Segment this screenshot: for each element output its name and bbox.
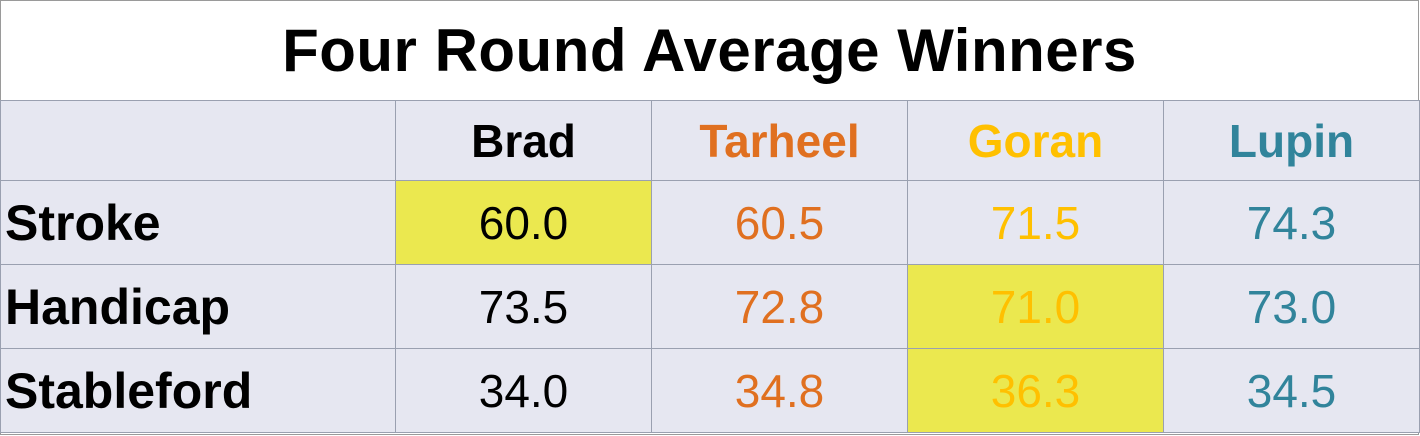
table-row: Handicap 73.5 72.8 71.0 73.0 xyxy=(0,264,1420,349)
column-header-lupin: Lupin xyxy=(1163,100,1420,181)
table-row: Stableford 34.0 34.8 36.3 34.5 xyxy=(0,348,1420,433)
row-label-stableford: Stableford xyxy=(0,348,396,433)
results-table: Brad Tarheel Goran Lupin Stroke 60.0 60.… xyxy=(0,100,1420,433)
column-header-brad: Brad xyxy=(395,100,652,181)
cell-stroke-lupin: 74.3 xyxy=(1163,180,1420,265)
cell-stableford-goran: 36.3 xyxy=(907,348,1164,433)
cell-stableford-tarheel: 34.8 xyxy=(651,348,908,433)
cell-stroke-goran: 71.5 xyxy=(907,180,1164,265)
cell-stroke-brad: 60.0 xyxy=(395,180,652,265)
column-header-goran: Goran xyxy=(907,100,1164,181)
row-label-stroke: Stroke xyxy=(0,180,396,265)
cell-stroke-tarheel: 60.5 xyxy=(651,180,908,265)
corner-cell xyxy=(0,100,396,181)
table-title: Four Round Average Winners xyxy=(282,16,1137,84)
column-header-tarheel: Tarheel xyxy=(651,100,908,181)
cell-stableford-brad: 34.0 xyxy=(395,348,652,433)
cell-handicap-goran: 71.0 xyxy=(907,264,1164,349)
cell-handicap-brad: 73.5 xyxy=(395,264,652,349)
header-row: Brad Tarheel Goran Lupin xyxy=(0,100,1420,181)
cell-handicap-tarheel: 72.8 xyxy=(651,264,908,349)
table-row: Stroke 60.0 60.5 71.5 74.3 xyxy=(0,180,1420,265)
cell-handicap-lupin: 73.0 xyxy=(1163,264,1420,349)
row-label-handicap: Handicap xyxy=(0,264,396,349)
cell-stableford-lupin: 34.5 xyxy=(1163,348,1420,433)
